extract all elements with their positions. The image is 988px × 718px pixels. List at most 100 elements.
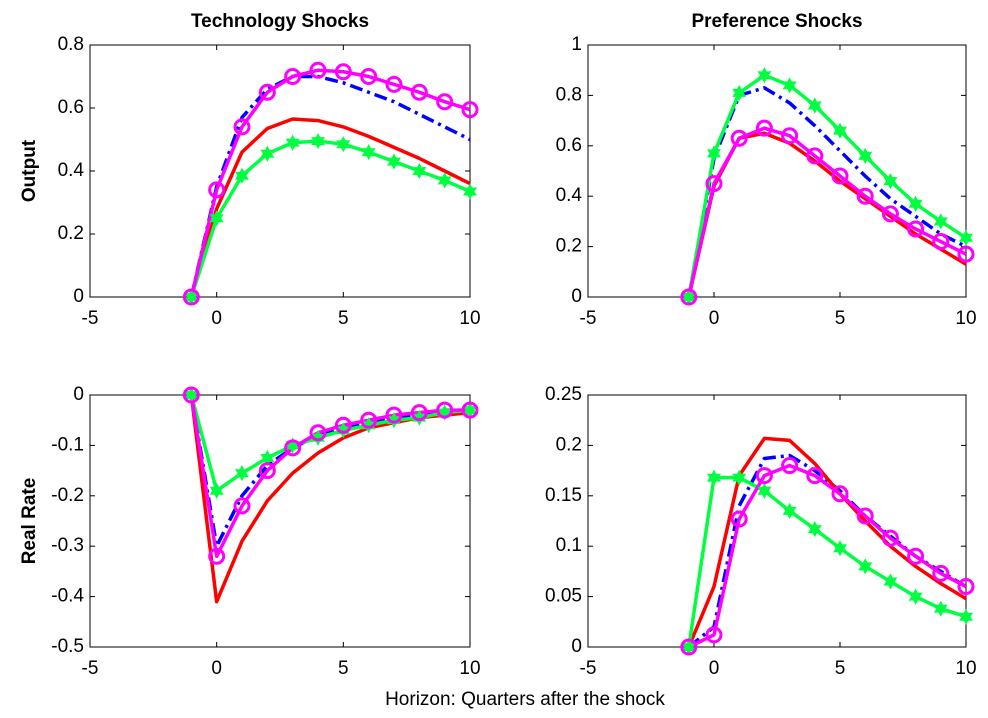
star-marker xyxy=(463,183,477,200)
x-tick-label: -5 xyxy=(580,658,597,679)
circle-marker xyxy=(436,93,454,111)
circle-marker xyxy=(705,626,723,644)
x-tick-label: 10 xyxy=(955,308,976,329)
x-tick-label: -5 xyxy=(82,658,99,679)
circle-marker xyxy=(410,404,428,422)
star-marker xyxy=(933,600,948,617)
x-tick-label: 5 xyxy=(338,308,349,329)
star-marker xyxy=(933,213,948,230)
x-tick-label: 10 xyxy=(459,308,480,329)
x-tick-label: 10 xyxy=(955,658,976,679)
star-marker xyxy=(732,84,747,102)
x-tick-label: 0 xyxy=(211,308,222,329)
circle-marker xyxy=(831,167,849,185)
circle-marker xyxy=(385,406,403,424)
subplot-title: Technology Shocks xyxy=(191,11,369,32)
circle-marker xyxy=(755,467,773,485)
star-marker xyxy=(757,482,772,499)
circle-marker xyxy=(461,101,479,119)
y-tick-label: 0 xyxy=(73,384,84,405)
y-tick-label: 0 xyxy=(571,286,582,307)
circle-marker xyxy=(258,83,276,101)
circle-marker xyxy=(781,457,799,475)
circle-marker xyxy=(856,187,874,205)
star-marker xyxy=(311,132,325,150)
circle-marker xyxy=(208,547,226,565)
y-tick-label: -0.5 xyxy=(51,636,84,657)
circle-marker xyxy=(360,411,378,429)
series-line xyxy=(189,395,470,559)
star-marker xyxy=(387,153,401,170)
y-tick-label: 0.8 xyxy=(556,84,582,105)
y-tick-label: -0.1 xyxy=(51,434,84,455)
x-tick-label: 5 xyxy=(338,658,349,679)
star-marker xyxy=(209,210,224,227)
star-marker xyxy=(833,540,847,557)
y-tick-label: 0 xyxy=(571,636,582,657)
star-marker xyxy=(707,145,721,162)
star-marker xyxy=(883,573,898,590)
circle-marker xyxy=(436,401,454,419)
x-tick-label: 0 xyxy=(709,658,720,679)
figure-x-label: Horizon: Quarters after the shock xyxy=(385,689,665,710)
star-marker xyxy=(807,520,822,538)
circle-marker xyxy=(461,401,479,419)
subplot: -5 0 5 10 -0.5 -0.4 -0.3 -0.2 -0.1 0 Real Rate xyxy=(19,384,481,679)
x-tick-label: 0 xyxy=(211,658,222,679)
circle-marker xyxy=(806,467,824,485)
star-marker xyxy=(833,122,847,139)
star-marker xyxy=(883,172,898,190)
x-tick-label: 0 xyxy=(709,308,720,329)
plot-frame xyxy=(587,394,967,648)
y-tick-label: 0 xyxy=(73,286,84,307)
series-line xyxy=(688,463,966,647)
circle-marker xyxy=(258,462,276,480)
y-tick-label: 0.2 xyxy=(556,236,582,257)
circle-marker xyxy=(284,68,302,85)
y-tick-label: -0.2 xyxy=(51,485,84,506)
circle-marker xyxy=(410,83,428,101)
circle-marker xyxy=(806,147,824,165)
circle-marker xyxy=(957,245,975,263)
circle-marker xyxy=(233,497,251,515)
star-marker xyxy=(732,469,747,486)
circle-marker xyxy=(360,68,378,85)
circle-marker xyxy=(907,220,925,238)
circle-marker xyxy=(385,75,403,93)
circle-marker xyxy=(881,529,899,547)
y-tick-label: 0.6 xyxy=(556,135,582,156)
star-marker xyxy=(782,502,797,520)
circle-marker xyxy=(182,288,200,306)
star-marker xyxy=(336,136,351,153)
circle-marker xyxy=(680,288,698,306)
x-tick-label: 10 xyxy=(459,658,480,679)
circle-marker xyxy=(730,129,748,147)
circle-marker xyxy=(932,233,950,251)
star-marker xyxy=(437,172,452,189)
subplot-title: Preference Shocks xyxy=(691,11,862,32)
star-marker xyxy=(858,558,873,575)
plot-frame xyxy=(587,44,967,298)
series-line xyxy=(687,126,966,297)
circle-marker xyxy=(957,578,975,596)
star-marker xyxy=(707,469,721,486)
y-tick-label: 0.25 xyxy=(545,384,582,405)
circle-marker xyxy=(182,386,200,404)
y-tick-label: 0.8 xyxy=(58,34,84,55)
star-marker xyxy=(235,167,249,184)
y-tick-label: 0.4 xyxy=(556,185,583,206)
circle-marker xyxy=(309,424,327,442)
y-tick-label: 0.05 xyxy=(545,586,582,607)
circle-marker xyxy=(755,119,773,137)
star-marker xyxy=(235,464,249,482)
circle-marker xyxy=(309,61,327,79)
y-axis-label: Real Rate xyxy=(19,478,40,565)
circle-marker xyxy=(907,547,925,565)
y-tick-label: 1 xyxy=(571,34,582,55)
y-tick-label: 0.2 xyxy=(556,434,582,455)
y-tick-label: -0.3 xyxy=(51,535,84,556)
star-marker xyxy=(959,608,973,625)
